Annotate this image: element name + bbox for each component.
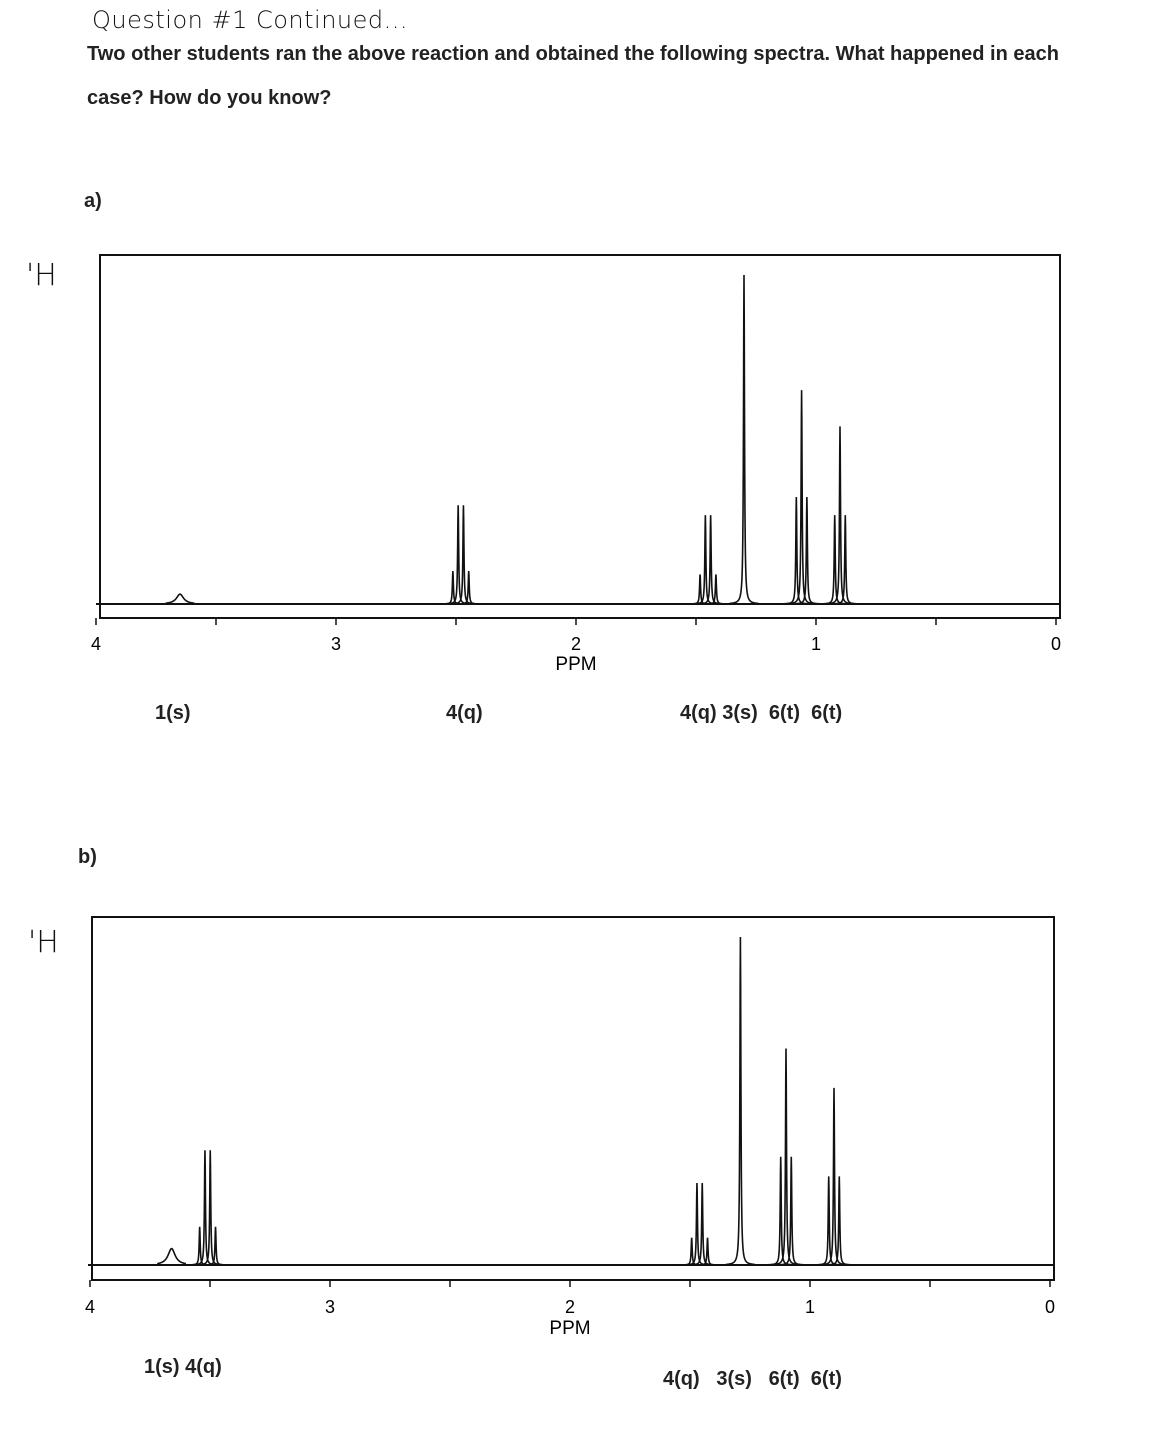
x-tick-label: 1	[811, 634, 821, 654]
x-tick-label: 4	[85, 1297, 95, 1317]
peak-s-0-line-0	[157, 1247, 187, 1265]
x-tick-label: 3	[325, 1297, 335, 1317]
peak-t-4-line-2	[766, 1156, 796, 1266]
question-prompt: Two other students ran the above reactio…	[87, 43, 1059, 109]
peak-q-2-line-1	[687, 1182, 717, 1266]
annotation-b-2: 4(q) 3(s) 6(t) 6(t)	[663, 1368, 842, 1390]
peak-q-1-line-3	[438, 571, 468, 605]
x-tick-label: 0	[1051, 634, 1061, 654]
plot-frame	[91, 916, 1055, 1281]
question-title: Question #1 Continued...	[92, 6, 409, 34]
peak-t-4-line-1	[787, 390, 817, 605]
peak-q-2-line-1	[696, 515, 726, 605]
part-a-label: a)	[84, 190, 102, 212]
annotation-a-2: 4(q)	[446, 702, 483, 724]
peak-s-3-line-0	[725, 936, 755, 1266]
peak-q-2-line-3	[685, 574, 715, 605]
x-tick-label: 3	[331, 634, 341, 654]
x-tick-label: 1	[805, 1297, 815, 1317]
part-b-nucleus-label: 'H	[28, 925, 59, 960]
x-axis-label: PPM	[549, 1318, 590, 1339]
peak-t-5-line-1	[825, 426, 855, 605]
peak-t-5-line-2	[814, 1176, 844, 1266]
x-tick-label: 2	[571, 634, 581, 654]
peak-t-5-line-0	[830, 515, 860, 605]
peak-t-4-line-2	[781, 497, 811, 605]
spectrum-a: 4 3 2 1 0 PPM	[91, 254, 1061, 675]
part-b-label: b)	[78, 846, 97, 868]
peak-q-2-line-3	[677, 1237, 707, 1266]
peak-t-4-line-0	[776, 1156, 806, 1266]
annotation-a-3: 4(q) 3(s) 6(t) 6(t)	[680, 702, 843, 724]
plot-frame	[99, 254, 1061, 619]
peak-t-4-line-1	[771, 1048, 801, 1266]
peak-s-3-line-0	[729, 274, 759, 605]
part-a-nucleus-label: 'H	[26, 258, 57, 293]
peak-q-1-line-1	[449, 505, 478, 605]
annotation-a-1: 1(s)	[155, 702, 191, 724]
peak-t-4-line-0	[792, 497, 822, 605]
peak-q-1-line-3	[185, 1226, 215, 1266]
annotation-b-1: 1(s) 4(q)	[144, 1356, 222, 1378]
x-tick-label: 4	[91, 634, 101, 654]
peak-s-0-line-0	[165, 593, 195, 604]
x-tick-label: 2	[565, 1297, 575, 1317]
peak-q-1-line-1	[195, 1150, 225, 1266]
x-axis-label: PPM	[555, 654, 596, 675]
peak-t-5-line-2	[820, 515, 850, 605]
x-tick-label: 0	[1045, 1297, 1055, 1317]
peak-t-5-line-0	[824, 1176, 854, 1266]
peak-t-5-line-1	[819, 1087, 849, 1266]
